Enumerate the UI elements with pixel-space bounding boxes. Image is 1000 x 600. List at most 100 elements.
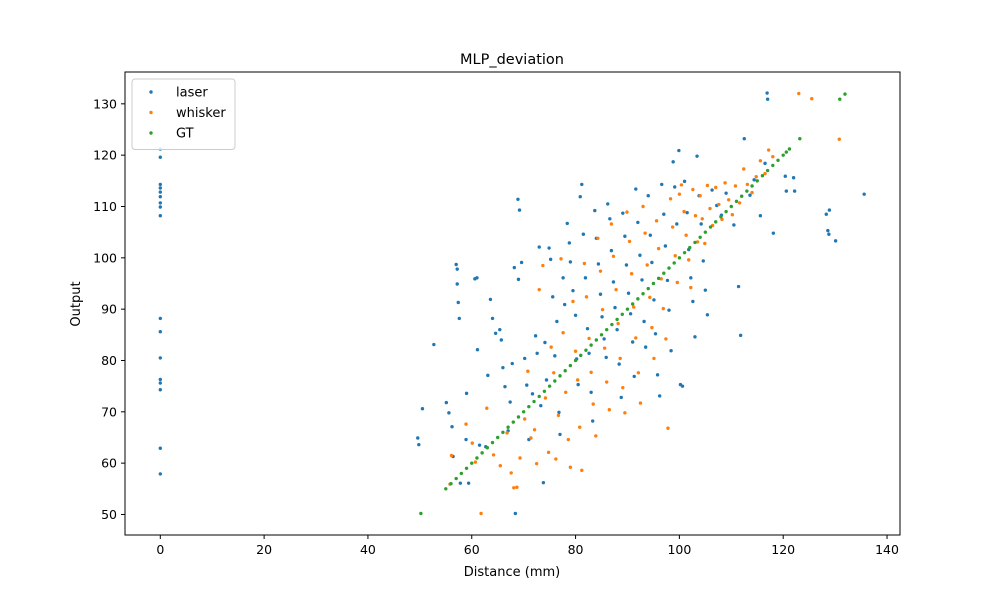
- laser-point: [455, 282, 459, 286]
- whisker-point: [750, 190, 754, 195]
- whisker-point: [837, 137, 841, 141]
- laser-point: [553, 354, 557, 358]
- GT-point: [449, 481, 453, 486]
- y-tick-label: 50: [101, 507, 117, 522]
- laser-point: [158, 377, 162, 382]
- GT-point: [781, 153, 785, 157]
- plot-area: [158, 91, 866, 516]
- whisker-point: [479, 511, 483, 516]
- whisker-point: [737, 201, 742, 205]
- GT-point: [506, 425, 510, 429]
- laser-point: [763, 161, 767, 166]
- y-tick-label: 80: [101, 353, 117, 368]
- whisker-point: [675, 280, 680, 285]
- laser-point: [826, 228, 830, 233]
- GT-point: [703, 230, 708, 234]
- y-tick-label: 120: [93, 148, 117, 163]
- laser-point: [456, 300, 460, 305]
- series-GT: [419, 92, 847, 516]
- GT-point: [662, 271, 666, 275]
- laser-point: [791, 176, 796, 180]
- laser-point: [671, 160, 675, 164]
- x-axis: 0 20 40 60 80 100 120 140: [156, 535, 899, 557]
- whisker-point: [730, 213, 735, 217]
- GT-point: [682, 250, 687, 255]
- laser-point: [519, 260, 524, 265]
- GT-point: [719, 215, 723, 219]
- whisker-point: [745, 182, 750, 187]
- GT-point: [776, 158, 780, 162]
- whisker-point: [659, 277, 663, 281]
- legend-label-GT: GT: [176, 127, 194, 142]
- whisker-point: [708, 206, 712, 211]
- GT-point: [610, 322, 614, 327]
- laser-point: [158, 186, 162, 190]
- whisker-point: [666, 426, 670, 430]
- GT-point: [501, 430, 505, 435]
- GT-point: [771, 163, 775, 168]
- laser-point: [420, 407, 425, 411]
- laser-point: [619, 395, 623, 400]
- whisker-point: [505, 431, 509, 435]
- laser-point: [158, 155, 162, 159]
- laser-point: [508, 400, 512, 404]
- whisker-point: [602, 346, 607, 350]
- GT-point: [693, 240, 697, 245]
- whisker-point: [720, 217, 724, 222]
- laser-point: [613, 305, 617, 310]
- laser-point: [634, 187, 638, 191]
- whisker-point: [618, 356, 622, 361]
- laser-point: [677, 148, 681, 153]
- whisker-point: [684, 233, 688, 237]
- whisker-point: [695, 240, 700, 244]
- whisker-point: [537, 287, 541, 292]
- GT-point: [480, 451, 484, 455]
- laser-point: [602, 337, 606, 341]
- laser-point: [488, 297, 493, 302]
- laser-point: [771, 231, 776, 235]
- whisker-point: [596, 236, 600, 241]
- whisker-point: [614, 287, 618, 292]
- laser-point: [662, 212, 666, 216]
- GT-point: [843, 92, 847, 96]
- laser-point: [510, 361, 514, 366]
- laser-point: [608, 217, 612, 221]
- GT-point: [698, 235, 702, 239]
- GT-point: [620, 312, 624, 316]
- laser-point: [632, 374, 636, 379]
- GT-point: [784, 150, 789, 154]
- laser-point: [685, 210, 689, 215]
- laser-point: [589, 390, 593, 394]
- GT-point: [558, 374, 562, 378]
- whisker-point: [470, 441, 474, 445]
- whisker-point: [473, 460, 478, 464]
- GT-point: [579, 353, 583, 358]
- whisker-point: [691, 187, 695, 192]
- laser-point: [498, 327, 502, 332]
- whisker-point: [543, 396, 548, 400]
- whisker-point: [641, 204, 645, 209]
- whisker-point: [568, 465, 573, 469]
- laser-point: [675, 222, 679, 226]
- laser-point: [490, 316, 495, 321]
- laser-point: [548, 257, 553, 262]
- GT-point: [672, 261, 676, 265]
- laser-point: [652, 298, 656, 302]
- GT-point: [511, 420, 515, 424]
- whisker-point: [509, 471, 513, 475]
- y-tick-label: 60: [101, 456, 117, 471]
- GT-point: [765, 168, 770, 173]
- whisker-point: [587, 336, 591, 341]
- x-axis-label: Distance (mm): [464, 565, 560, 580]
- laser-point: [667, 308, 671, 312]
- laser-point: [640, 278, 644, 282]
- whisker-point: [546, 450, 551, 455]
- laser-point: [523, 356, 527, 361]
- GT-point: [838, 97, 842, 101]
- whisker-point: [518, 456, 522, 460]
- laser-point: [742, 137, 746, 141]
- whisker-point: [654, 219, 659, 223]
- GT-point: [656, 276, 661, 281]
- GT-point: [641, 292, 645, 296]
- laser-point: [587, 351, 591, 355]
